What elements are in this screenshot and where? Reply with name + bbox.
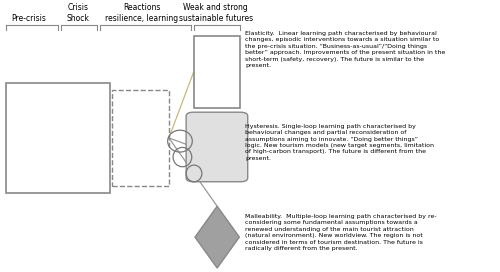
FancyBboxPatch shape — [186, 112, 248, 182]
Text: Pre-crisis: Pre-crisis — [11, 14, 46, 23]
FancyBboxPatch shape — [6, 83, 110, 193]
Text: Malleability.  Multiple-loop learning path characterised by re-
considering some: Malleability. Multiple-loop learning pat… — [246, 214, 437, 251]
Polygon shape — [195, 206, 240, 268]
Text: Reactions
resilience, learning: Reactions resilience, learning — [105, 3, 178, 23]
Text: Hysteresis. Single-loop learning path characterised by
behavioural changes and p: Hysteresis. Single-loop learning path ch… — [246, 124, 434, 161]
Text: Elasticity.  Linear learning path characterised by behavioural
changes, episodic: Elasticity. Linear learning path charact… — [246, 31, 446, 68]
FancyBboxPatch shape — [194, 36, 240, 108]
Text: Weak and strong
sustainable futures: Weak and strong sustainable futures — [178, 3, 253, 23]
Text: Crisis
Shock: Crisis Shock — [66, 3, 89, 23]
